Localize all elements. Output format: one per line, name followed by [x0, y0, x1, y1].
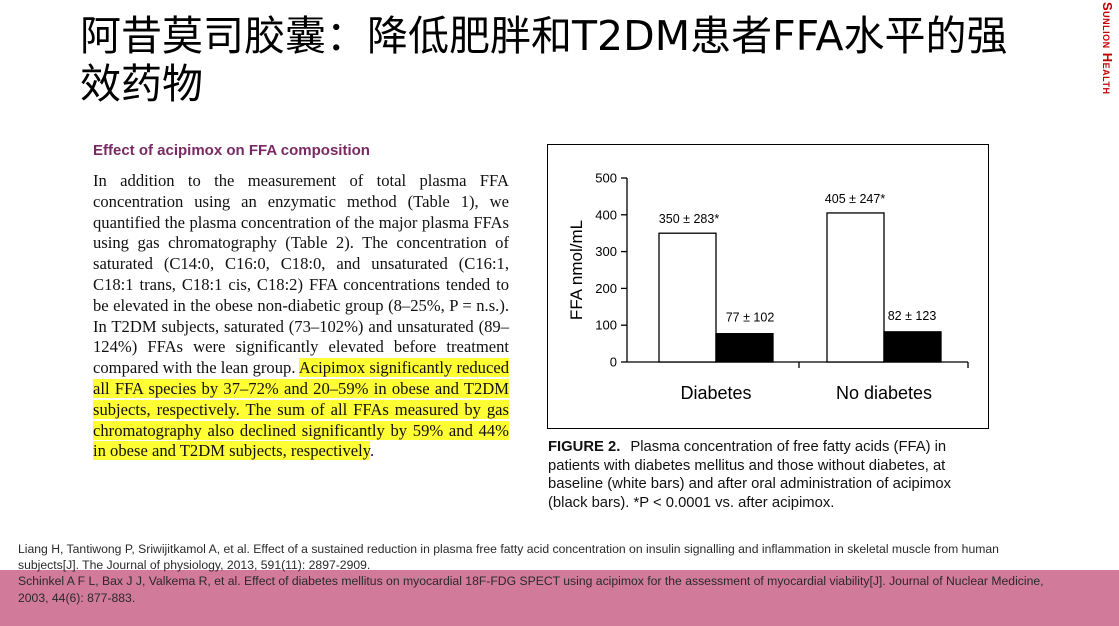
- references: Liang H, Tantiwong P, Sriwijitkamol A, e…: [18, 541, 1048, 606]
- figure-chart-frame: 0 100 200 300 400 500 FFA nmol/mL 350 ± 283* 77 …: [547, 144, 989, 429]
- bar: [715, 333, 774, 363]
- excerpt-body: In addition to the measurement of total …: [93, 171, 509, 462]
- excerpt-heading: Effect of acipimox on FFA composition: [93, 142, 370, 159]
- excerpt-body-plain: In addition to the measurement of total …: [93, 171, 509, 378]
- y-tick-label: 200: [595, 281, 617, 296]
- figure-caption-text: Plasma concentration of free fatty acids…: [548, 439, 951, 511]
- bar-data-label: 77 ± 102: [726, 311, 775, 325]
- paper-excerpt: Effect of acipimox on FFA composition In…: [93, 142, 509, 462]
- bar: [826, 212, 885, 363]
- excerpt-body-end: .: [369, 441, 375, 461]
- figure-caption: FIGURE 2. Plasma concentration of free fa…: [548, 438, 993, 512]
- figure-caption-label: FIGURE 2.: [548, 439, 621, 455]
- reference-item: Schinkel A F L, Bax J J, Valkema R, et a…: [18, 574, 1044, 605]
- y-tick-label: 0: [610, 355, 617, 370]
- brand-logo-text: Sunlion Health: [1100, 2, 1115, 95]
- x-category-label: Diabetes: [680, 383, 751, 403]
- bar-data-label: 405 ± 247*: [825, 192, 886, 206]
- bar: [883, 331, 942, 363]
- y-axis-label: FFA nmol/mL: [567, 220, 586, 320]
- reference-band: [0, 570, 1119, 626]
- ffa-bar-chart: 0 100 200 300 400 500 FFA nmol/mL 350 ± 283* 77 …: [567, 171, 969, 403]
- x-category-label: No diabetes: [836, 383, 932, 403]
- slide-title: 阿昔莫司胶囊：降低肥胖和T2DM患者FFA水平的强效药物: [80, 12, 1008, 108]
- y-tick-label: 100: [595, 318, 617, 333]
- y-tick-label: 400: [595, 207, 617, 222]
- bar-data-label: 82 ± 123: [888, 309, 937, 323]
- bar: [658, 232, 717, 363]
- excerpt-body-highlight: Acipimox significantly reduced all FFA s…: [93, 358, 509, 461]
- bar-data-label: 350 ± 283*: [659, 212, 720, 226]
- y-tick-label: 300: [595, 244, 617, 259]
- reference-item: Liang H, Tantiwong P, Sriwijitkamol A, e…: [18, 542, 999, 573]
- y-tick-label: 500: [595, 171, 617, 186]
